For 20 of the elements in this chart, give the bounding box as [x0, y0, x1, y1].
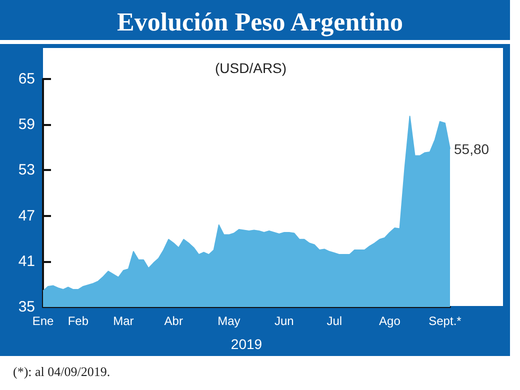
- x-tick-label: Sept.*: [428, 314, 462, 328]
- data-label: 55,80: [454, 140, 490, 157]
- y-tick-label: 35: [18, 298, 35, 316]
- y-tick-label: 59: [18, 116, 35, 134]
- x-tick-label: Mar: [113, 314, 134, 328]
- x-tick-label: Jul: [326, 314, 342, 328]
- chart-title: Evolución Peso Argentino: [116, 8, 404, 36]
- x-tick-label: Feb: [68, 314, 89, 328]
- x-axis-title: 2019: [230, 336, 262, 352]
- y-tick-label: 41: [18, 252, 35, 270]
- y-tick-label: 65: [18, 70, 35, 88]
- x-tick-label: May: [218, 314, 240, 328]
- x-tick-label: Ene: [32, 314, 54, 328]
- x-tick-label: Ago: [379, 314, 401, 328]
- x-tick-label: Abr: [164, 314, 183, 328]
- chart-subtitle: (USD/ARS): [215, 60, 287, 76]
- y-tick-label: 47: [18, 207, 35, 224]
- y-tick-label: 53: [18, 162, 35, 179]
- text: (*): al 04/09/2019.: [13, 364, 110, 379]
- x-tick-label: Jun: [274, 314, 294, 328]
